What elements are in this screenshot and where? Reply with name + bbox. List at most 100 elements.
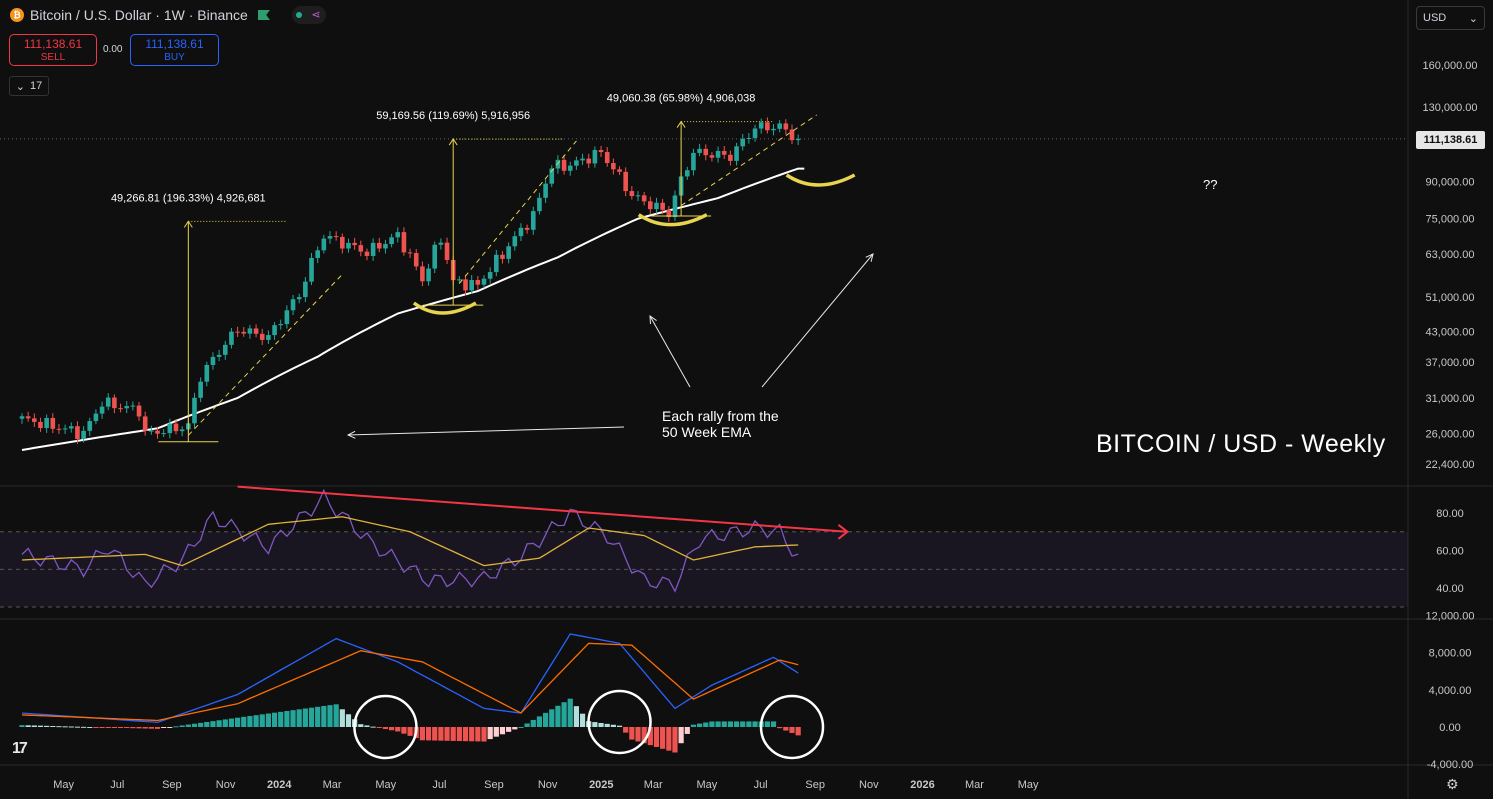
macd-histogram-bar: [81, 726, 87, 728]
candle-body: [192, 397, 197, 424]
macd-histogram-bar: [770, 721, 777, 727]
gear-icon[interactable]: ⚙: [1446, 776, 1459, 792]
macd-histogram-bar: [795, 727, 801, 736]
macd-line: [21, 633, 799, 724]
candle-body: [198, 381, 203, 398]
price-tick-label: 75,000.00: [1426, 214, 1475, 226]
macd-histogram-bar: [62, 726, 68, 728]
last-price-tag: 111,138.61: [1416, 131, 1485, 149]
candle-body: [506, 246, 511, 259]
candle-body: [364, 251, 370, 256]
note-line-1: Each rally from the: [662, 408, 779, 424]
candle-body: [481, 278, 487, 285]
chevron-down-icon: ⌄: [15, 80, 25, 93]
candle-body: [229, 331, 234, 345]
candle-body: [752, 128, 758, 138]
signal-line: [21, 642, 799, 722]
macd-histogram-bar: [641, 727, 647, 744]
crossover-circle: [759, 694, 825, 760]
candle-body: [315, 250, 320, 258]
candle-body: [629, 191, 635, 197]
macd-histogram-bar: [204, 721, 210, 727]
macd-histogram-bar: [666, 727, 672, 751]
measure-label: 49,266.81 (196.33%) 4,926,681: [111, 192, 266, 204]
spread-value: 0.00: [103, 44, 123, 55]
candle-body: [500, 254, 505, 259]
buy-button[interactable]: 111,138.61 BUY: [130, 34, 219, 66]
macd-histogram-bar: [228, 718, 235, 727]
symbol-title[interactable]: Bitcoin / U.S. Dollar · 1W · Binance: [30, 7, 248, 23]
sell-button[interactable]: 111,138.61 SELL: [9, 34, 97, 66]
candle-body: [654, 202, 659, 210]
macd-histogram-bar: [703, 722, 709, 727]
candle-body: [592, 149, 598, 164]
chart-header: ₿ Bitcoin / U.S. Dollar · 1W · Binance ⋖: [0, 0, 326, 30]
trendline-arrowhead: [837, 524, 850, 540]
macd-histogram-bar: [327, 705, 333, 727]
candle-body: [50, 417, 56, 429]
candle-body: [648, 201, 653, 210]
flag-icon[interactable]: [257, 10, 270, 20]
candle-body: [771, 128, 776, 131]
candle-body: [765, 122, 770, 131]
candle-body: [734, 146, 739, 161]
candle-body: [38, 421, 43, 429]
macd-histogram-bar: [198, 722, 204, 727]
macd-histogram-bar: [592, 722, 598, 727]
macd-histogram-bar: [105, 727, 111, 728]
candle-body: [561, 159, 567, 171]
candle-body: [530, 211, 536, 230]
callout-arrowhead: [649, 314, 657, 325]
candle-body: [259, 333, 265, 340]
currency-value: USD: [1423, 12, 1447, 24]
macd-histogram-bar: [68, 726, 74, 728]
callout-arrowhead: [346, 430, 356, 439]
candle-body: [383, 244, 388, 249]
candle-body: [99, 406, 105, 414]
time-tick-label: 2025: [589, 779, 613, 791]
macd-histogram-bar: [777, 727, 783, 729]
macd-histogram-bar: [456, 727, 462, 742]
candle-body: [795, 138, 801, 141]
candle-body: [173, 423, 179, 432]
candle-body: [475, 280, 481, 285]
macd-histogram-bar: [407, 727, 413, 736]
macd-histogram-bar: [271, 712, 278, 727]
bounce-arc: [785, 173, 856, 187]
status-pill[interactable]: ⋖: [291, 6, 326, 24]
macd-histogram-bar: [425, 727, 432, 741]
chevron-down-icon: ⌄: [1468, 12, 1478, 25]
candle-body: [149, 430, 154, 432]
axes: 160,000.00 130,000.00 90,000.00 75,000.00 63…: [53, 60, 1477, 791]
candle-body: [574, 160, 579, 166]
macd-histogram-bar: [253, 715, 259, 727]
candle-body: [136, 405, 142, 417]
macd-histogram-bar: [629, 727, 635, 740]
measure-label: 49,060.38 (65.98%) 4,906,038: [607, 93, 756, 105]
trend-channel-line: [458, 140, 577, 284]
candle-body: [580, 158, 585, 161]
chart-title-annotation: BITCOIN / USD - Weekly: [1096, 430, 1386, 458]
macd-histogram-bar: [697, 723, 703, 727]
time-tick-label: 2026: [910, 779, 934, 791]
time-tick-label: Nov: [859, 779, 879, 791]
rsi-line: [21, 488, 799, 593]
time-tick-label: Mar: [323, 779, 342, 791]
macd-histogram-bar: [99, 727, 105, 728]
candle-body: [68, 426, 74, 429]
candle-body: [62, 428, 68, 430]
time-tick-label: May: [1018, 779, 1039, 791]
indicators-toggle[interactable]: ⌄ 17: [9, 76, 49, 96]
candle-body: [370, 242, 376, 256]
candle-body: [426, 268, 431, 282]
macd-histogram-bar: [25, 725, 31, 727]
candle-body: [253, 328, 259, 334]
currency-select[interactable]: USD ⌄: [1416, 6, 1485, 30]
macd-histogram-bar: [789, 727, 795, 733]
candle-body: [32, 418, 37, 422]
tradingview-logo-icon[interactable]: 17: [12, 740, 28, 757]
macd-histogram-bar: [37, 725, 44, 727]
macd-histogram-bar: [604, 723, 610, 727]
macd-histogram-bar: [733, 721, 740, 727]
